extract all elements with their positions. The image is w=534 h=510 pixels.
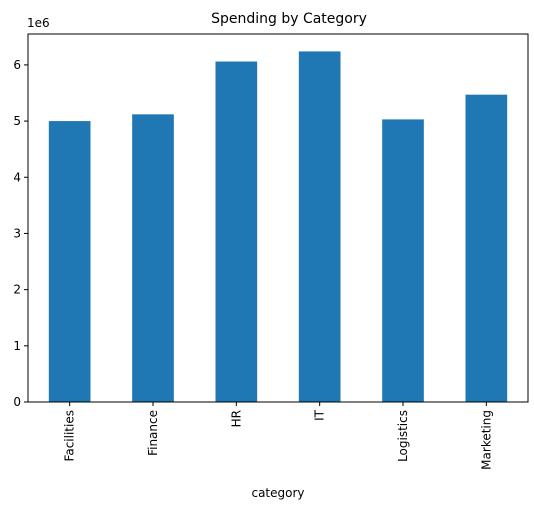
bars-group	[48, 51, 508, 403]
x-tick-label: Logistics	[396, 410, 410, 462]
x-tick-label: Finance	[146, 410, 160, 456]
y-axis-ticks: 0 1 2 3 4 5 6	[13, 58, 28, 409]
y-tick-label: 2	[13, 283, 21, 297]
y-offset-label: 1e6	[27, 16, 50, 30]
y-tick-label: 6	[13, 58, 21, 72]
y-tick-label: 5	[13, 114, 21, 128]
bar-logistics	[382, 119, 424, 403]
y-tick-label: 3	[13, 226, 21, 240]
y-tick-label: 0	[13, 395, 21, 409]
y-tick-label: 1	[13, 339, 21, 353]
x-tick-label: Marketing	[479, 410, 493, 470]
x-tick-label: HR	[229, 410, 243, 427]
bar-it	[298, 51, 341, 403]
y-tick-label: 4	[13, 170, 21, 184]
plot-frame	[27, 33, 529, 403]
bar-marketing	[465, 94, 508, 403]
x-tick-label: Facilities	[63, 410, 77, 461]
x-axis-ticks: Facilities Finance HR IT Logistics Marketing	[63, 402, 493, 470]
x-tick-label: IT	[313, 409, 327, 421]
x-axis-label: category	[251, 486, 304, 500]
bar-facilities	[48, 121, 91, 402]
bar-hr	[215, 61, 258, 402]
bar-finance	[132, 114, 174, 402]
chart-title: Spending by Category	[211, 11, 367, 27]
